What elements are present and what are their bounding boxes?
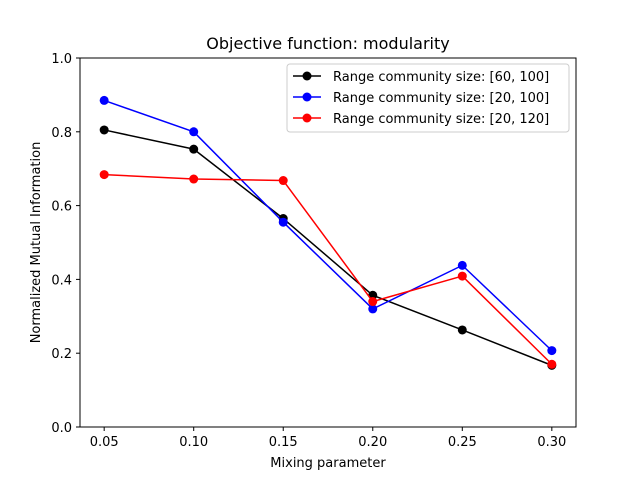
data-point xyxy=(189,127,199,137)
legend-label: Range community size: [60, 100] xyxy=(333,70,549,85)
y-axis: 0.0 0.2 0.4 0.6 0.8 1.0 xyxy=(51,52,80,436)
data-point xyxy=(189,144,199,154)
data-point xyxy=(368,297,378,307)
series-1 xyxy=(99,125,557,370)
data-point xyxy=(278,176,288,186)
legend-item: Range community size: [20, 100] xyxy=(293,91,549,106)
series-2 xyxy=(99,95,557,356)
data-point xyxy=(547,346,557,356)
legend-marker xyxy=(302,92,312,102)
data-point xyxy=(99,170,109,180)
y-axis-label: Normalized Mutual Information xyxy=(29,142,44,344)
data-point xyxy=(547,359,557,369)
data-point xyxy=(278,217,288,227)
x-tick-label: 0.10 xyxy=(179,435,208,450)
legend-label: Range community size: [20, 120] xyxy=(333,112,549,127)
data-point xyxy=(457,325,467,335)
x-tick-label: 0.30 xyxy=(537,435,566,450)
series-3 xyxy=(99,170,557,369)
x-axis-label: Mixing parameter xyxy=(270,456,386,471)
x-tick-label: 0.20 xyxy=(358,435,387,450)
y-tick-label: 0.0 xyxy=(51,421,72,436)
y-tick-label: 0.4 xyxy=(51,273,72,288)
series-line xyxy=(103,99,553,352)
chart-title: Objective function: modularity xyxy=(206,34,449,53)
legend-item: Range community size: [20, 120] xyxy=(293,112,549,127)
x-axis: 0.05 0.10 0.15 0.20 0.25 0.30 xyxy=(90,427,566,450)
legend-label: Range community size: [20, 100] xyxy=(333,91,549,106)
x-tick-label: 0.15 xyxy=(269,435,298,450)
series-line xyxy=(104,173,553,365)
data-point xyxy=(457,260,467,270)
plot-area xyxy=(79,57,577,428)
series-layer xyxy=(99,95,557,370)
legend-marker xyxy=(302,71,312,81)
y-tick-label: 1.0 xyxy=(51,52,72,67)
legend-marker xyxy=(302,113,312,123)
legend: Range community size: [60, 100] Range com… xyxy=(286,63,570,133)
x-tick-label: 0.25 xyxy=(448,435,477,450)
data-point xyxy=(368,304,378,314)
series-line xyxy=(104,129,553,367)
x-tick-label: 0.05 xyxy=(90,435,119,450)
legend-box xyxy=(286,63,570,133)
data-point xyxy=(99,95,109,105)
legend-item: Range community size: [60, 100] xyxy=(293,70,549,85)
y-tick-label: 0.8 xyxy=(51,126,72,141)
data-point xyxy=(457,271,467,281)
y-tick-label: 0.2 xyxy=(51,347,72,362)
y-tick-label: 0.6 xyxy=(51,200,72,215)
data-point xyxy=(99,125,109,135)
data-point xyxy=(189,174,199,184)
